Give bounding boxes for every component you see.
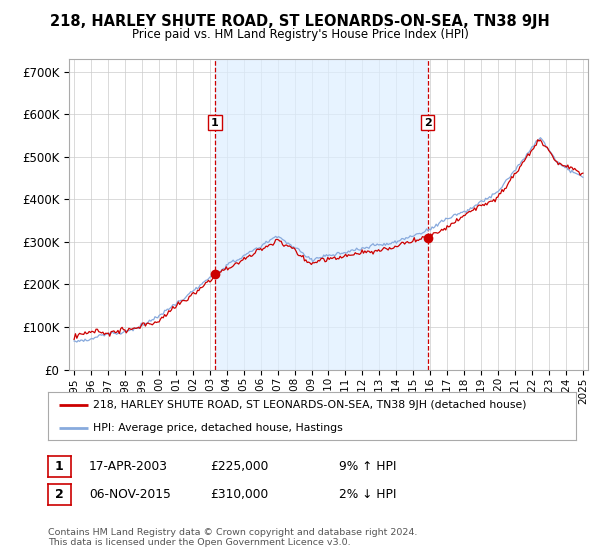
Bar (215, 59, 428, 370)
Text: 9% ↑ HPI: 9% ↑ HPI (339, 460, 397, 473)
Text: Price paid vs. HM Land Registry's House Price Index (HPI): Price paid vs. HM Land Registry's House … (131, 28, 469, 41)
Text: 2: 2 (55, 488, 64, 501)
Text: 1: 1 (55, 460, 64, 473)
Text: 2: 2 (424, 118, 431, 128)
Text: HPI: Average price, detached house, Hastings: HPI: Average price, detached house, Hast… (93, 423, 343, 433)
Text: 17-APR-2003: 17-APR-2003 (89, 460, 168, 473)
Text: 06-NOV-2015: 06-NOV-2015 (89, 488, 170, 501)
Text: 2% ↓ HPI: 2% ↓ HPI (339, 488, 397, 501)
Text: 1: 1 (211, 118, 219, 128)
Text: £310,000: £310,000 (210, 488, 268, 501)
Text: £225,000: £225,000 (210, 460, 268, 473)
Text: 218, HARLEY SHUTE ROAD, ST LEONARDS-ON-SEA, TN38 9JH: 218, HARLEY SHUTE ROAD, ST LEONARDS-ON-S… (50, 14, 550, 29)
Text: Contains HM Land Registry data © Crown copyright and database right 2024.
This d: Contains HM Land Registry data © Crown c… (48, 528, 418, 547)
Text: 218, HARLEY SHUTE ROAD, ST LEONARDS-ON-SEA, TN38 9JH (detached house): 218, HARLEY SHUTE ROAD, ST LEONARDS-ON-S… (93, 400, 526, 410)
